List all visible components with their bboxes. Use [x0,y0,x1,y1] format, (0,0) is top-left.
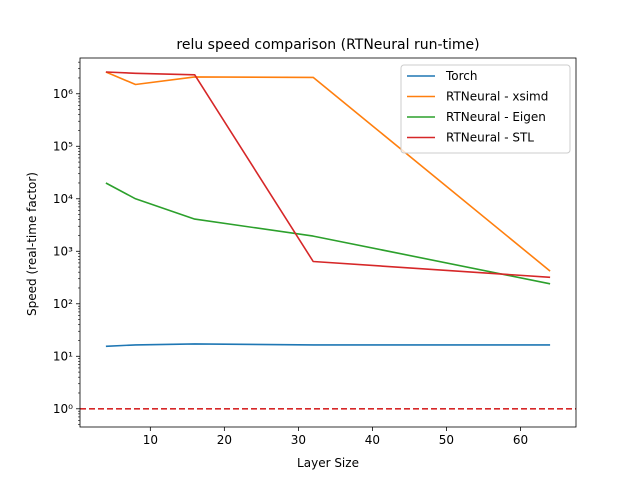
x-tick-label: 60 [513,433,528,447]
x-tick-label: 10 [143,433,158,447]
series-line-torch [105,343,551,348]
x-axis-title: Layer Size [297,456,359,470]
legend-label: RTNeural - Eigen [446,110,546,124]
x-tick-label: 30 [291,433,306,447]
legend-label: RTNeural - STL [446,131,534,145]
chart-title: relu speed comparison (RTNeural run-time… [176,37,479,53]
legend: Torch RTNeural - xsimd RTNeural - Eigen RTN… [400,64,571,154]
y-tick-label: 10⁴ [53,192,73,206]
legend-label: RTNeural - xsimd [446,90,548,104]
legend-box [400,64,571,154]
axes-frame [79,57,577,428]
legend-label: Torch [445,69,478,83]
series-line-rtneural-xsimd [105,71,551,272]
series-line-rtneural-stl [105,71,551,279]
y-tick-label: 10¹ [53,349,73,363]
plot-area: 10 20 30 40 50 60 10⁰ 10¹ 10² 10³ 10⁴ 10⁵ 10⁶ [53,57,577,447]
y-tick-label: 10⁵ [53,139,73,153]
y-tick-label: 10³ [53,244,73,258]
y-tick-label: 10² [53,297,73,311]
x-tick-label: 20 [217,433,232,447]
x-tick-label: 40 [365,433,380,447]
y-tick-label: 10⁶ [53,87,73,101]
y-axis-title: Speed (real-time factor) [25,172,39,316]
series-line-rtneural-eigen [105,182,551,285]
x-tick-label: 50 [439,433,454,447]
y-tick-label: 10⁰ [53,402,73,416]
